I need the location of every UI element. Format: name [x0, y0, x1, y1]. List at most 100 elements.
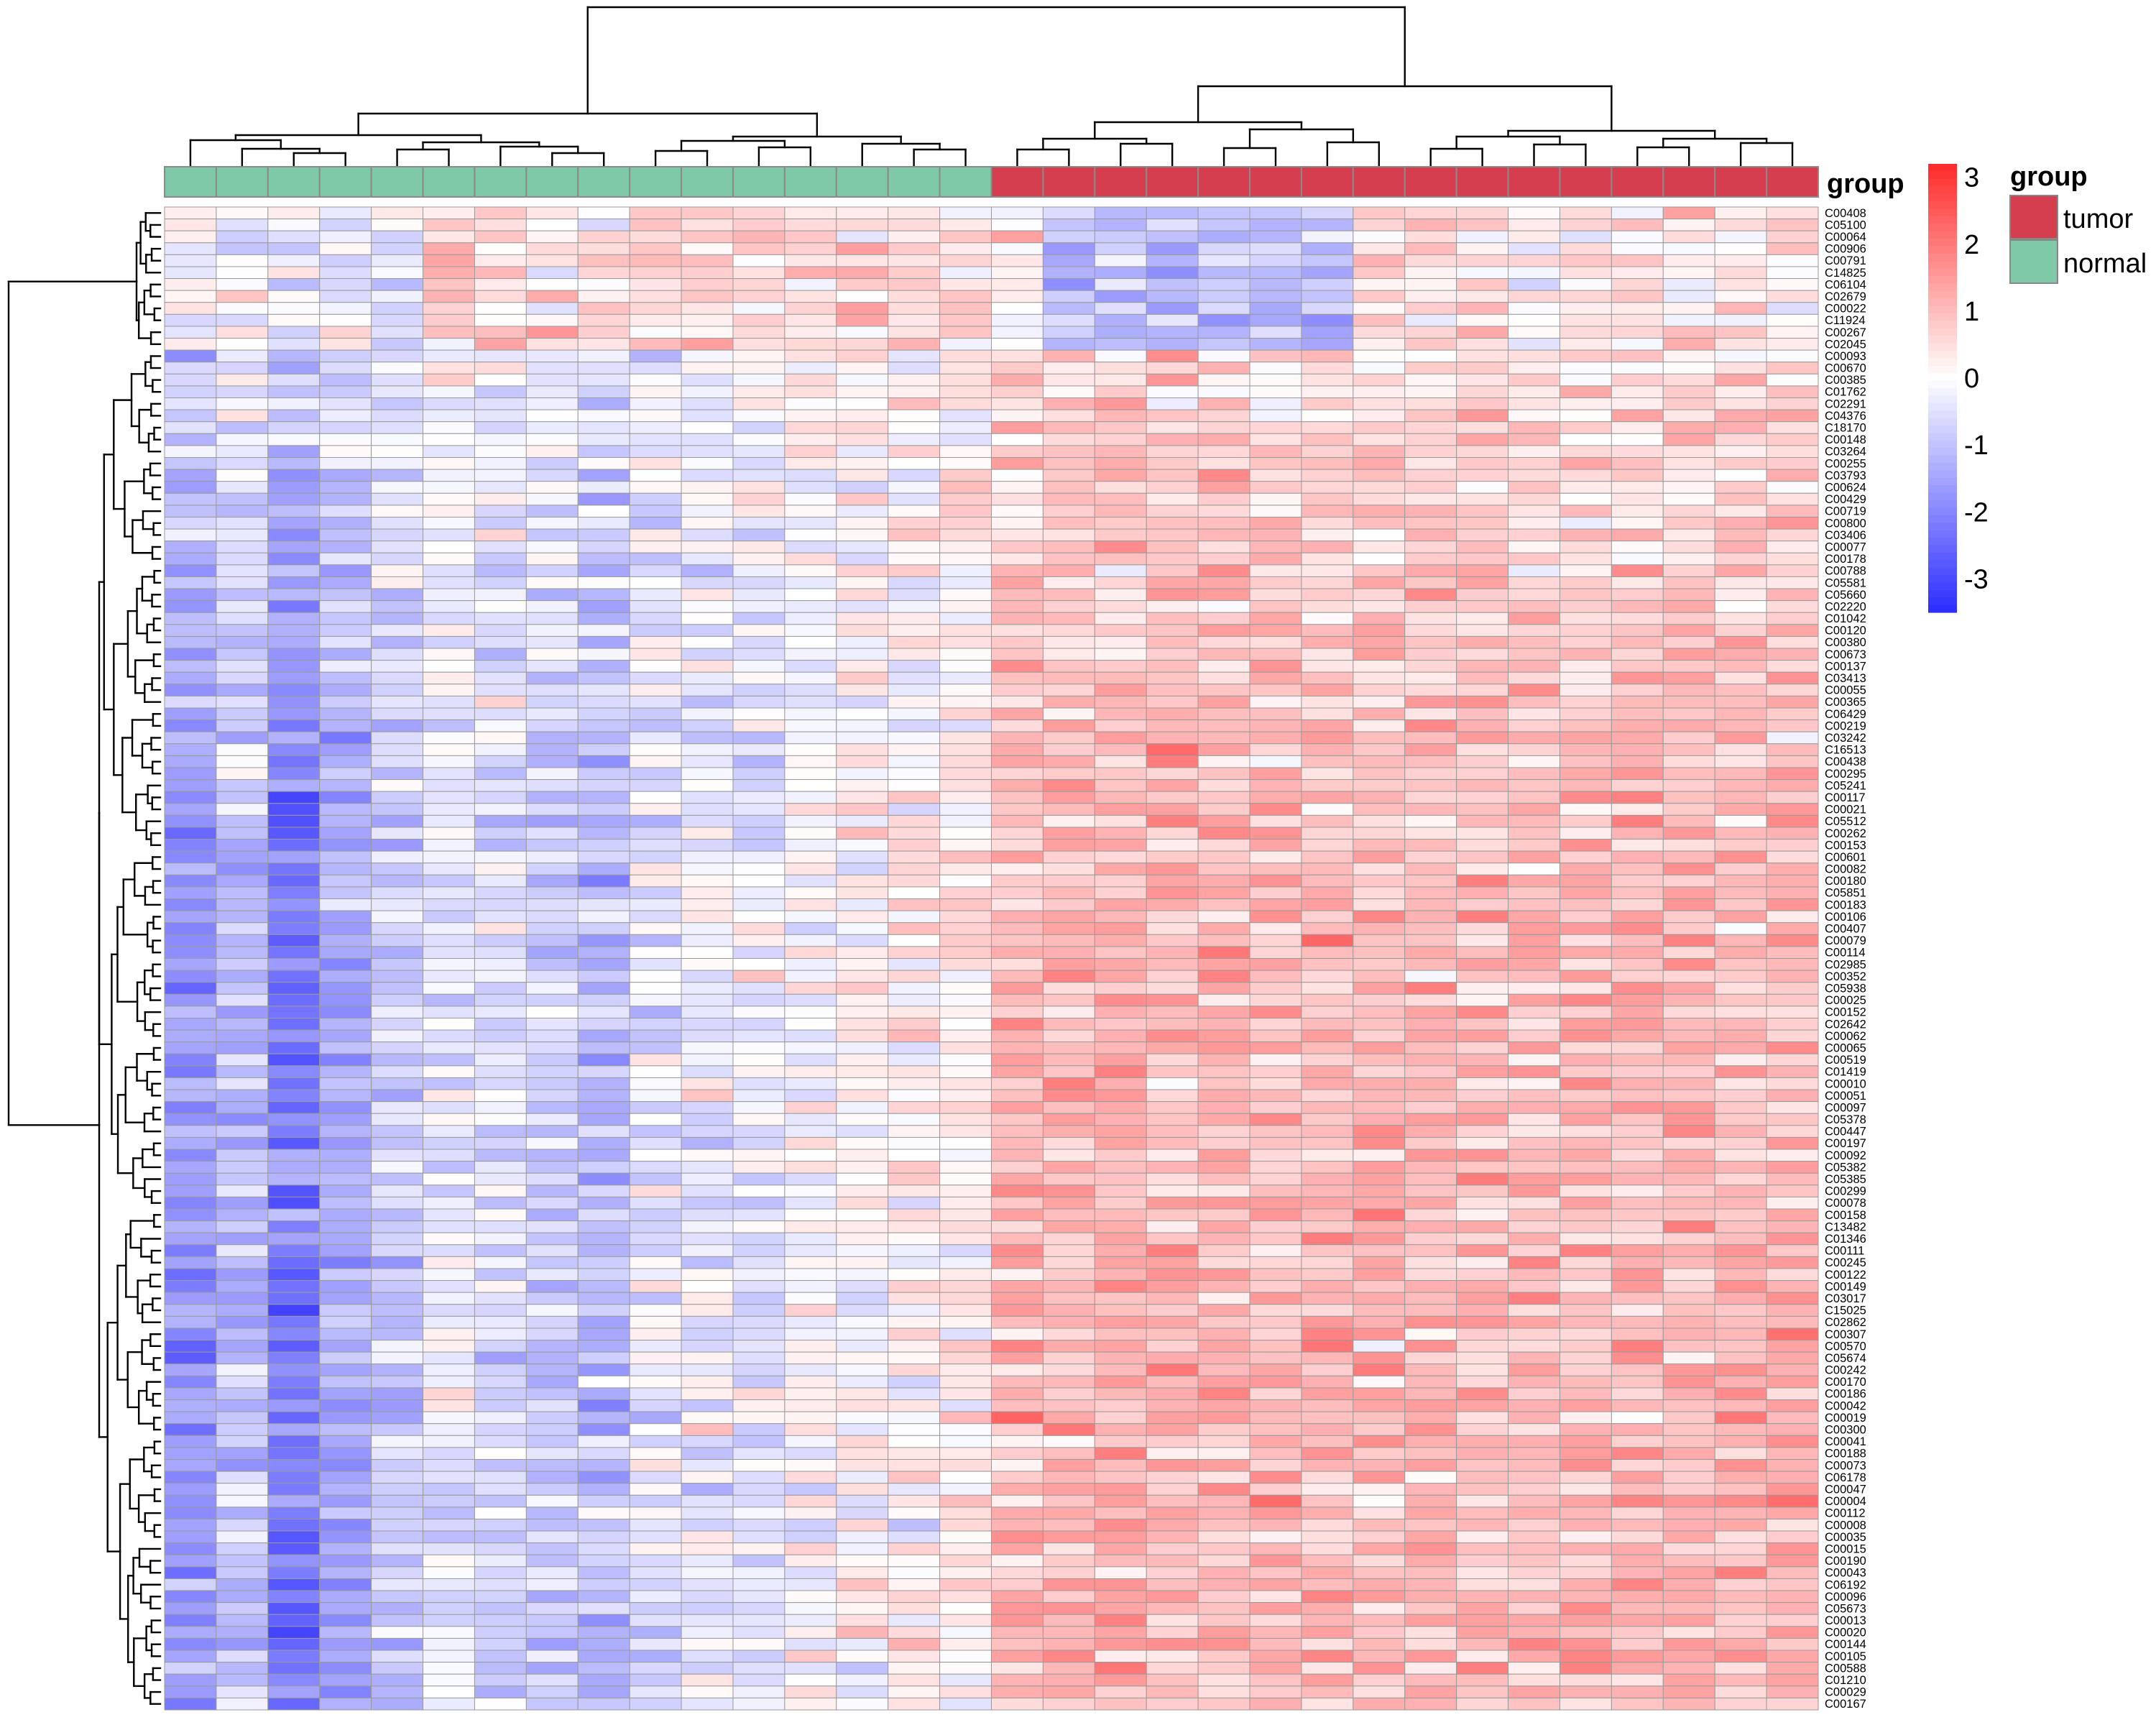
heatmap-cell — [577, 362, 630, 374]
colorbar-segment — [1928, 402, 1957, 411]
heatmap-cell — [1249, 827, 1302, 840]
heatmap-cell — [1197, 1650, 1250, 1663]
heatmap-cell — [1146, 1662, 1199, 1675]
heatmap-cell — [1766, 505, 1819, 518]
heatmap-cell — [1146, 898, 1199, 911]
heatmap-cell — [1301, 993, 1354, 1007]
heatmap-cell — [474, 1542, 527, 1555]
heatmap-cell — [1197, 1542, 1250, 1555]
heatmap-cell — [267, 1149, 321, 1162]
heatmap-cell — [681, 505, 734, 518]
heatmap-cell — [577, 1113, 630, 1126]
heatmap-cell — [1094, 576, 1147, 589]
heatmap-cell — [1404, 1411, 1457, 1425]
heatmap-cell — [1042, 803, 1095, 816]
heatmap-cell — [1249, 528, 1302, 542]
heatmap-cell — [1662, 1554, 1715, 1568]
heatmap-cell — [1353, 850, 1406, 864]
heatmap-cell — [1249, 779, 1302, 792]
heatmap-cell — [1662, 505, 1715, 518]
annotation-title: group — [1827, 169, 1904, 199]
heatmap-cell — [888, 767, 941, 781]
heatmap-cell — [681, 540, 734, 553]
heatmap-cell — [1197, 1494, 1250, 1508]
colorbar-segment — [1928, 515, 1957, 523]
heatmap-cell — [1714, 302, 1767, 315]
heatmap-cell — [1301, 326, 1354, 339]
heatmap-cell — [1714, 1065, 1767, 1078]
heatmap-cell — [1146, 791, 1199, 804]
colorbar-segment — [1928, 186, 1957, 195]
heatmap-cell — [1662, 671, 1715, 685]
heatmap-cell — [836, 1399, 889, 1412]
heatmap-cell — [732, 385, 786, 399]
heatmap-cell — [1766, 862, 1819, 875]
heatmap-cell — [629, 1113, 682, 1126]
heatmap-cell — [371, 755, 424, 768]
heatmap-cell — [888, 827, 941, 840]
heatmap-cell — [732, 230, 786, 244]
heatmap-cell — [1301, 1232, 1354, 1246]
heatmap-cell — [371, 1518, 424, 1532]
heatmap-cell — [1042, 1006, 1095, 1018]
annotation-cell-normal — [422, 166, 476, 198]
heatmap-cell — [784, 1411, 837, 1425]
heatmap-cell — [267, 1459, 321, 1472]
heatmap-cell — [836, 1136, 889, 1150]
heatmap-cell — [1508, 1650, 1560, 1663]
heatmap-cell — [164, 516, 217, 530]
heatmap-cell — [216, 1006, 269, 1018]
heatmap-cell — [1197, 1447, 1250, 1460]
heatmap-cell — [681, 934, 734, 947]
heatmap-cell — [474, 1697, 527, 1711]
heatmap-cell — [474, 660, 527, 673]
heatmap-cell — [784, 600, 837, 613]
heatmap-cell — [1508, 290, 1560, 303]
heatmap-cell — [1094, 850, 1147, 864]
heatmap-cell — [164, 970, 217, 983]
heatmap-cell — [939, 1017, 992, 1031]
heatmap-cell — [888, 588, 941, 602]
heatmap-cell — [1042, 862, 1095, 875]
heatmap-cell — [939, 1506, 992, 1519]
heatmap-cell — [1301, 1041, 1354, 1054]
heatmap-cell — [1766, 612, 1819, 625]
heatmap-cell — [1094, 1315, 1147, 1329]
heatmap-cell — [1456, 1650, 1509, 1663]
annotation-cell-normal — [267, 166, 321, 198]
heatmap-cell — [1353, 839, 1406, 852]
heatmap-cell — [423, 993, 475, 1007]
heatmap-cell — [1559, 886, 1612, 900]
heatmap-cell — [1766, 1089, 1819, 1103]
row-label: C00078 — [1825, 1197, 1866, 1210]
heatmap-cell — [1404, 313, 1457, 327]
heatmap-cell — [732, 433, 786, 446]
heatmap-cell — [1508, 385, 1560, 399]
heatmap-cell — [1766, 362, 1819, 374]
heatmap-cell — [525, 362, 579, 374]
heatmap-cell — [1404, 505, 1457, 518]
heatmap-cell — [1662, 1423, 1715, 1436]
heatmap-cell — [1146, 612, 1199, 625]
heatmap-cell — [423, 1530, 475, 1544]
heatmap-cell — [1042, 993, 1095, 1007]
row-label: C00408 — [1825, 207, 1866, 220]
heatmap-cell — [1559, 254, 1612, 267]
heatmap-cell — [423, 385, 475, 399]
heatmap-cell — [784, 1650, 837, 1663]
heatmap-cell — [267, 1006, 321, 1018]
heatmap-cell — [1456, 1053, 1509, 1067]
heatmap-cell — [1766, 648, 1819, 661]
heatmap-cell — [1559, 1483, 1612, 1496]
heatmap-cell — [474, 707, 527, 721]
heatmap-cell — [1611, 1304, 1664, 1317]
colorbar-segment — [1928, 283, 1957, 292]
heatmap-cell — [474, 313, 527, 327]
heatmap-cell — [681, 731, 734, 745]
heatmap-cell — [681, 660, 734, 673]
heatmap-cell — [681, 302, 734, 315]
heatmap-cell — [836, 1089, 889, 1103]
heatmap-cell — [1042, 1268, 1095, 1282]
heatmap-cell — [939, 1471, 992, 1484]
heatmap-cell — [164, 624, 217, 637]
